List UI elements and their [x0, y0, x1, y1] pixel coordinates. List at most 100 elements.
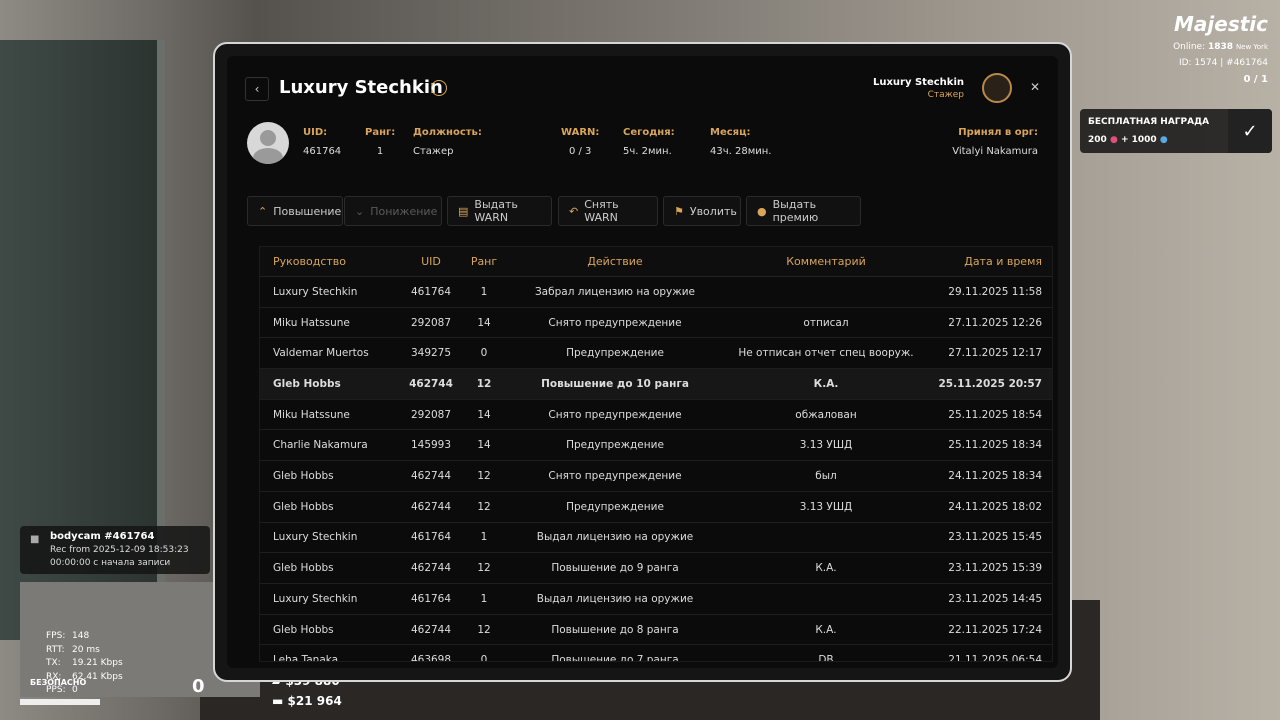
table-row[interactable]: Valdemar Muertos 349275 0 Предупреждение Не …: [260, 338, 1052, 370]
stat-line: TX: 19.21 Kbps: [46, 657, 123, 671]
table-row[interactable]: Charlie Nakamura 145993 14 Предупреждение 3.…: [260, 431, 1052, 462]
table-row[interactable]: Luxury Stechkin 461764 1 Выдал лицензию на …: [260, 523, 1052, 554]
field-value: 0 / 3: [568, 146, 592, 157]
table-cell: 1: [480, 531, 488, 544]
back-button[interactable]: ‹: [245, 77, 269, 101]
stat-value: 19.21 Kbps: [72, 658, 123, 668]
action-button: ⌄ Понижение: [344, 196, 442, 226]
table-cell: 462744: [410, 562, 452, 575]
table-cell: 0: [480, 347, 488, 360]
table-cell: 27.11.2025 12:26: [948, 316, 1042, 329]
reward-amount: 1000: [1131, 135, 1157, 145]
stat-label: RX:: [46, 671, 62, 682]
action-button[interactable]: ⚑ Уволить: [663, 196, 741, 226]
table-cell: Повышение до 9 ранга: [551, 562, 679, 575]
bodycam-elapsed: 00:00:00 с начала записи: [50, 558, 171, 568]
field-value: 461764: [303, 146, 342, 157]
action-label: Выдать WARN: [474, 198, 518, 224]
action-label: Понижение: [370, 204, 438, 218]
field-value: 1: [376, 146, 384, 157]
table-cell: 12: [477, 470, 491, 483]
table-header: Руководство UID Ранг Действие Комментарий Дат…: [260, 247, 1052, 277]
field-label: Ранг:: [365, 127, 396, 138]
table-cell: 292087: [410, 316, 452, 329]
table-cell: 145993: [410, 439, 452, 452]
action-button[interactable]: ▤ Выдать WARN: [447, 196, 552, 226]
title-icon: [431, 80, 447, 96]
table-cell: Предупреждение: [566, 439, 664, 452]
table-cell: обжалован: [795, 408, 857, 421]
profile-field: Месяц: 43ч. 28мин.: [710, 127, 771, 157]
table-cell: 25.11.2025 18:34: [948, 439, 1042, 452]
table-row[interactable]: Leha Tanaka 463698 0 Повышение до 7 ранга DB…: [260, 645, 1052, 662]
user-card: Luxury Stechkin Стажер: [873, 77, 964, 100]
table-cell: 462744: [410, 470, 452, 483]
action-icon: ▤: [458, 204, 469, 218]
action-button[interactable]: ⌃ Повышение: [247, 196, 343, 226]
stat-line: PPS: 0: [46, 684, 123, 698]
history-table: Руководство UID Ранг Действие Комментарий Дат…: [259, 246, 1053, 662]
faction-badge: [982, 73, 1012, 103]
table-cell: 25.11.2025 18:54: [948, 408, 1042, 421]
stat-value: 0: [72, 685, 78, 695]
table-cell: 27.11.2025 12:17: [948, 347, 1042, 360]
action-label: Снять WARN: [584, 198, 619, 224]
close-button[interactable]: ✕: [1029, 80, 1040, 94]
table-cell: 14: [477, 408, 491, 421]
column-header: Действие: [587, 255, 643, 268]
table-cell: Luxury Stechkin: [273, 531, 358, 544]
table-cell: Gleb Hobbs: [273, 562, 334, 575]
player-id: ID: 1574 | #461764: [1178, 58, 1268, 68]
table-cell: 12: [476, 377, 492, 390]
reward-check[interactable]: ✓: [1228, 109, 1272, 153]
table-cell: 23.11.2025 15:39: [948, 562, 1042, 575]
table-row[interactable]: Gleb Hobbs 462744 12 Предупреждение 3.13 УШД…: [260, 492, 1052, 523]
table-row[interactable]: Gleb Hobbs 462744 12 Снято предупреждение бы…: [260, 461, 1052, 492]
table-row[interactable]: Gleb Hobbs 462744 12 Повышение до 9 ранга К.…: [260, 553, 1052, 584]
table-row[interactable]: Luxury Stechkin 461764 1 Выдал лицензию на …: [260, 584, 1052, 615]
field-label: Сегодня:: [623, 127, 675, 138]
table-cell: 1: [480, 285, 488, 298]
table-cell: 461764: [410, 531, 452, 544]
column-header: Ранг: [470, 255, 498, 268]
hud: Majestic Online: 1838 New York ID: 1574 …: [1173, 12, 1268, 85]
table-cell: Gleb Hobbs: [273, 377, 341, 390]
table-row[interactable]: Gleb Hobbs 462744 12 Повышение до 10 ранга К…: [260, 369, 1052, 400]
table-cell: Повышение до 7 ранга: [551, 654, 679, 662]
bodycam-title: bodycam #461764: [50, 531, 155, 542]
table-cell: Luxury Stechkin: [273, 592, 358, 605]
table-cell: 462744: [410, 623, 452, 636]
table-cell: Miku Hatssune: [273, 408, 350, 421]
table-row[interactable]: Luxury Stechkin 461764 1 Забрал лицензию на…: [260, 277, 1052, 308]
stat-value: 62.41 Kbps: [72, 671, 123, 682]
table-cell: Leha Tanaka: [273, 654, 339, 662]
column-header: Руководство: [273, 255, 347, 268]
bodycam: ■ bodycam #461764 Rec from 2025-12-09 18…: [20, 526, 210, 574]
table-cell: К.А.: [813, 377, 839, 390]
table-row[interactable]: Miku Hatssune 292087 14 Снято предупреждени…: [260, 400, 1052, 431]
reward[interactable]: БЕСПЛАТНАЯ НАГРАДА 200 ● + 1000 ● ✓: [1080, 109, 1272, 153]
bank-amount: $21 964: [287, 694, 342, 708]
city: New York: [1235, 43, 1268, 51]
table-cell: 461764: [410, 592, 452, 605]
online-label: Online:: [1173, 42, 1206, 52]
table-cell: Повышение до 8 ранга: [551, 623, 679, 636]
net-stats: FPS: 148 RTT: 20 ms TX: 19.21 Kbps RX: 62.41 Kb…: [46, 630, 123, 698]
table-cell: 24.11.2025 18:34: [948, 470, 1042, 483]
table-row[interactable]: Gleb Hobbs 462744 12 Повышение до 8 ранга К.…: [260, 615, 1052, 646]
table-cell: Повышение до 10 ранга: [541, 377, 689, 390]
table-cell: 1: [480, 592, 488, 605]
table-cell: Valdemar Muertos: [273, 347, 369, 360]
action-icon: ↶: [569, 204, 579, 218]
table-cell: 23.11.2025 15:45: [948, 531, 1042, 544]
action-button[interactable]: ↶ Снять WARN: [558, 196, 658, 226]
table-row[interactable]: Miku Hatssune 292087 14 Снято предупреждени…: [260, 308, 1052, 339]
stat-line: RX: 62.41 Kbps: [46, 671, 123, 685]
table-cell: 29.11.2025 11:58: [948, 285, 1042, 298]
reward-plus: +: [1120, 135, 1129, 145]
table-cell: 22.11.2025 17:24: [948, 623, 1042, 636]
table-cell: 349275: [410, 347, 452, 360]
table-cell: Выдал лицензию на оружие: [536, 592, 694, 605]
table-cell: Charlie Nakamura: [273, 439, 368, 452]
action-button[interactable]: ● Выдать премию: [746, 196, 861, 226]
